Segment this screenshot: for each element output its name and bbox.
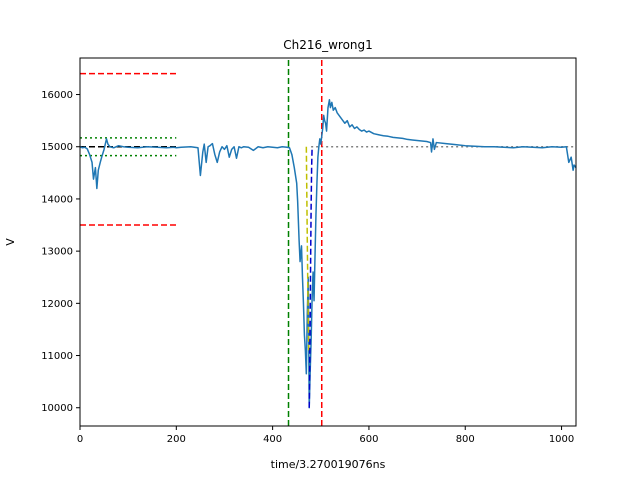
y-tick-label: 11000 bbox=[41, 351, 73, 362]
x-axis-label: time/3.270019076ns bbox=[271, 458, 386, 471]
x-tick-label: 800 bbox=[456, 434, 475, 445]
chart-title: Ch216_wrong1 bbox=[283, 38, 373, 52]
y-tick-label: 10000 bbox=[41, 403, 73, 414]
x-tick-label: 200 bbox=[167, 434, 186, 445]
fit-curve-0 bbox=[305, 146, 310, 351]
y-axis: 10000 11000 12000 13000 14000 15000 16000 bbox=[41, 90, 80, 414]
fit-curves bbox=[305, 146, 313, 408]
x-tick-label: 400 bbox=[263, 434, 282, 445]
y-tick-label: 15000 bbox=[41, 142, 73, 153]
y-axis-label: V bbox=[4, 238, 17, 246]
y-tick-label: 16000 bbox=[41, 90, 73, 101]
y-tick-label: 12000 bbox=[41, 299, 73, 310]
x-tick-label: 600 bbox=[359, 434, 378, 445]
fit-curve-1 bbox=[308, 146, 313, 408]
y-tick-label: 13000 bbox=[41, 247, 73, 258]
x-axis: 0 200 400 600 800 1000 bbox=[77, 426, 574, 445]
plot-frame bbox=[79, 57, 577, 427]
x-tick-label: 1000 bbox=[549, 434, 574, 445]
x-tick-label: 0 bbox=[77, 434, 83, 445]
y-tick-label: 14000 bbox=[41, 194, 73, 205]
